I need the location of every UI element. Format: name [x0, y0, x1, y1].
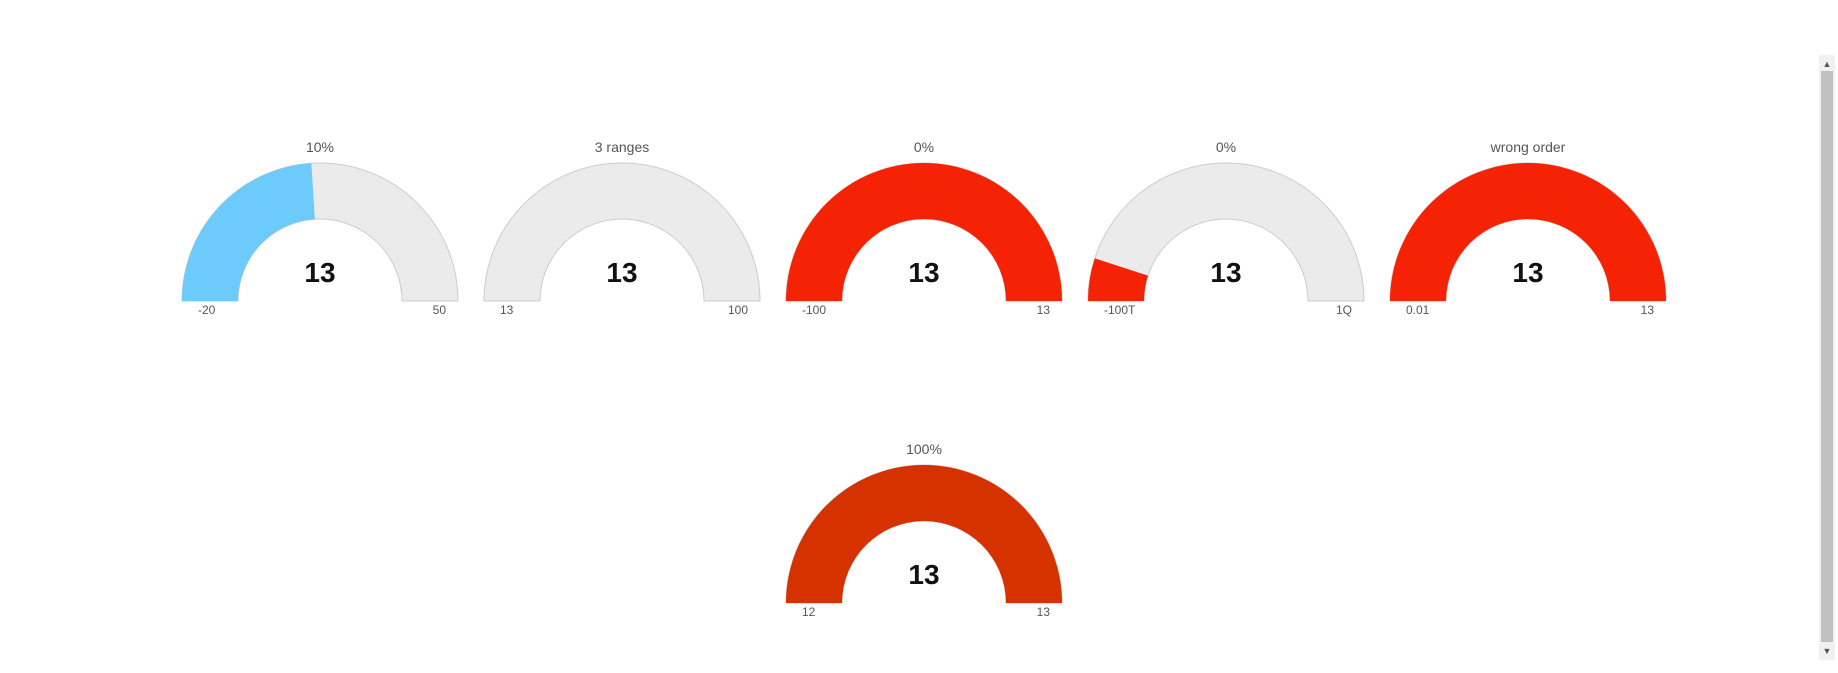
- gauge-fill: [1088, 258, 1149, 301]
- gauge-title: 0%: [913, 139, 935, 155]
- scroll-down-arrow-icon[interactable]: ▼: [1822, 646, 1832, 656]
- gauge-card: 0% 13 -100 13: [784, 139, 1064, 329]
- gauge-fill: [182, 163, 315, 301]
- gauge-arc: [1389, 162, 1667, 302]
- gauge-max-label: 50: [432, 303, 446, 317]
- gauge-card: 10% 13 -20 50: [180, 139, 460, 329]
- gauge-fill: [786, 163, 1062, 301]
- gauge-title: 100%: [906, 441, 942, 457]
- gauge-fill: [786, 465, 1062, 603]
- gauge-title: 3 ranges: [594, 139, 650, 155]
- gauge-min-label: -20: [198, 303, 216, 317]
- gauge-max-label: 1Q: [1335, 303, 1352, 317]
- gauge-card: 0% 13 -100T 1Q: [1086, 139, 1366, 329]
- gauge-max-label: 13: [1036, 605, 1050, 619]
- gauge-title: 10%: [305, 139, 335, 155]
- gauge-min-label: -100T: [1104, 303, 1136, 317]
- gauge-card: wrong order 13 0.01 13: [1388, 139, 1668, 329]
- gauge-card: 3 ranges 13 13 100: [482, 139, 762, 329]
- gauge-arc: [785, 162, 1063, 302]
- gauge-value: 13: [908, 559, 940, 590]
- scroll-thumb[interactable]: [1821, 71, 1833, 642]
- gauge-min-label: 0.01: [1406, 303, 1430, 317]
- gauge-track: [1087, 162, 1365, 302]
- gauge-arc: [181, 162, 459, 302]
- gauge-value: 13: [606, 257, 638, 288]
- gauge-max-label: 13: [1640, 303, 1654, 317]
- gauge-value: 13: [908, 257, 940, 288]
- gauge-min-label: 12: [802, 605, 816, 619]
- gauge-arc: [483, 162, 761, 302]
- gauge-title: 0%: [1215, 139, 1237, 155]
- gauge-value: 13: [1512, 257, 1544, 288]
- scroll-up-arrow-icon[interactable]: ▲: [1822, 59, 1832, 69]
- gauge-max-label: 100: [727, 303, 748, 317]
- gauge-arc: [785, 464, 1063, 604]
- vertical-scrollbar[interactable]: ▲ ▼: [1819, 55, 1835, 660]
- gauge-track: [483, 162, 761, 302]
- gauge-min-label: -100: [802, 303, 827, 317]
- gauge-value: 13: [304, 257, 336, 288]
- gauge-card: 100% 13 12 13: [784, 441, 1064, 631]
- gauge-fill: [1390, 163, 1666, 301]
- gauge-max-label: 13: [1036, 303, 1050, 317]
- gauge-arc: [1087, 162, 1365, 302]
- gauge-value: 13: [1210, 257, 1242, 288]
- gauge-title: wrong order: [1490, 139, 1566, 155]
- gauge-min-label: 13: [500, 303, 514, 317]
